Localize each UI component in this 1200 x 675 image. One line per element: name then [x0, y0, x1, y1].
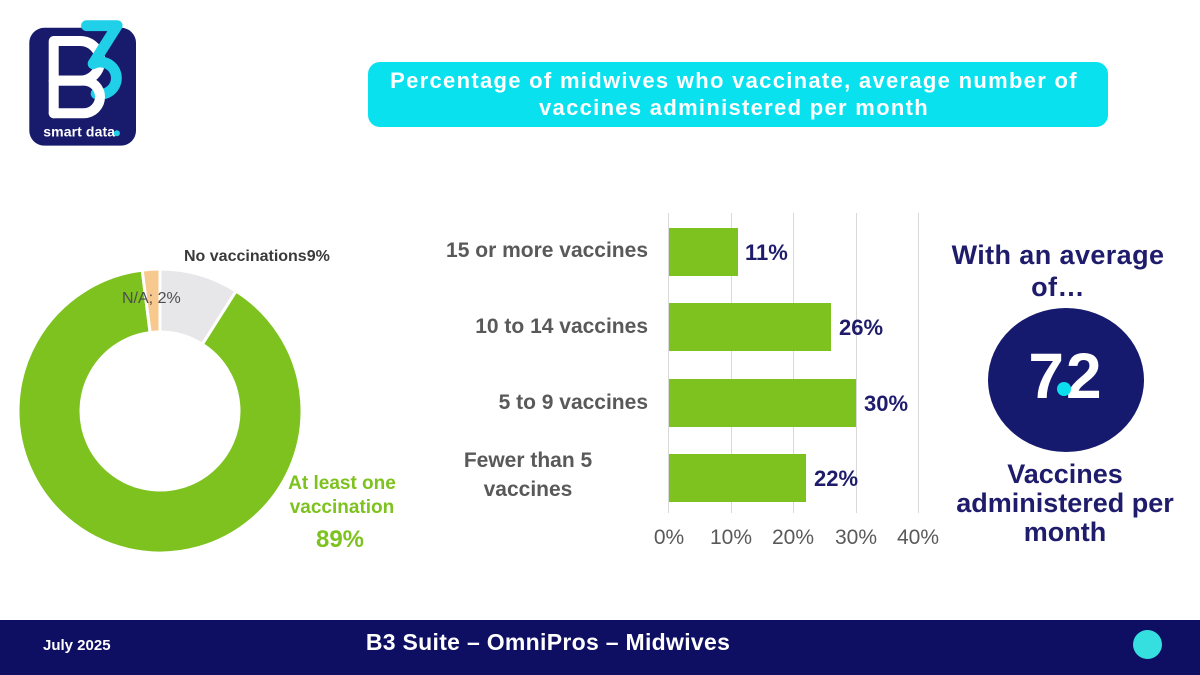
- svg-text:smart data: smart data: [43, 124, 115, 140]
